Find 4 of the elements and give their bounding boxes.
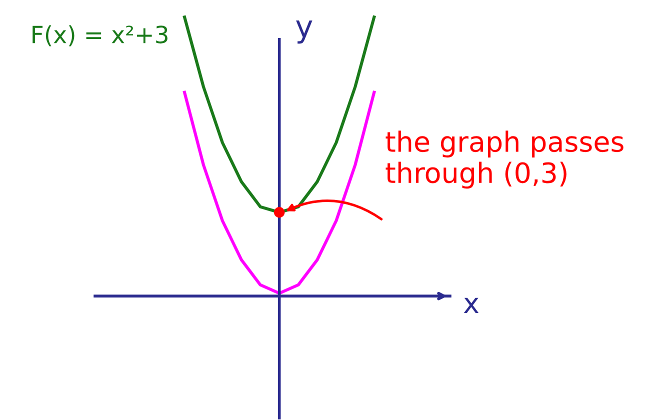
y-axis-title: y bbox=[296, 20, 312, 44]
series-label: F(x) = x²+3 bbox=[32, 25, 168, 46]
x-axis-title: x bbox=[464, 298, 479, 314]
text: the graph passes through (0,3) bbox=[386, 130, 624, 189]
